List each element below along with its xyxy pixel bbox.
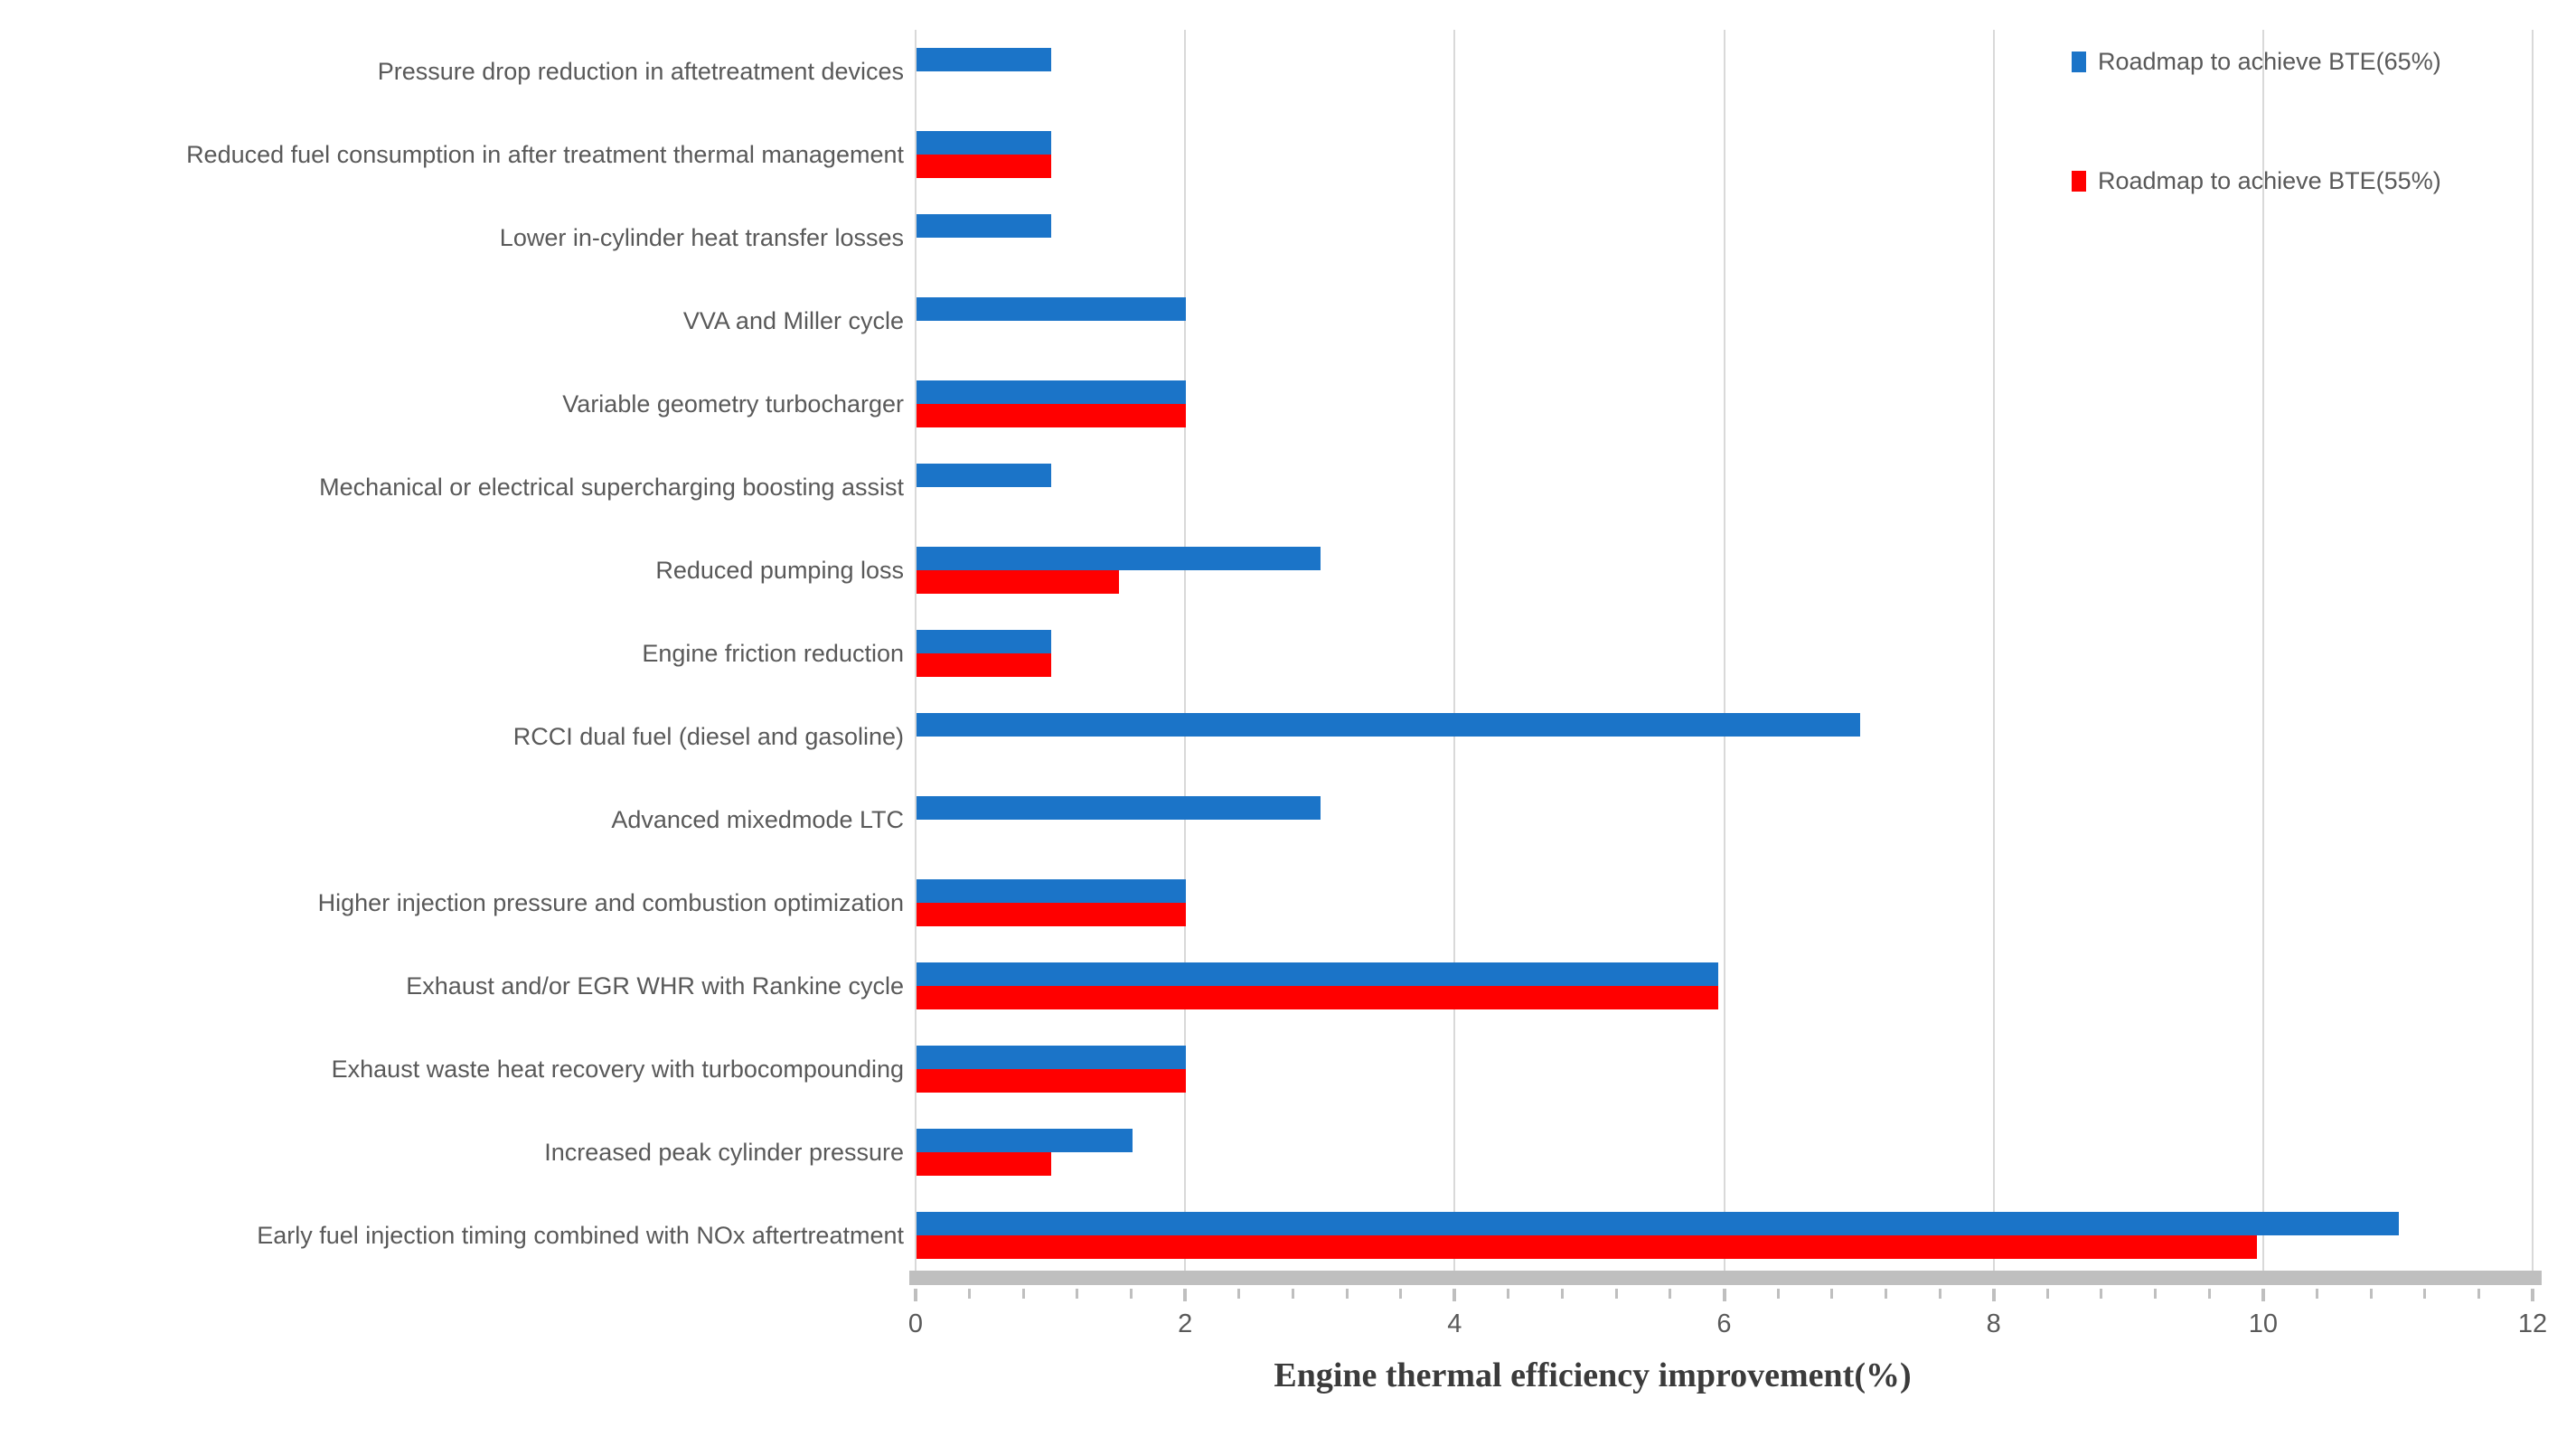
x-axis-minor-tick: [968, 1289, 972, 1299]
x-axis-minor-tick: [1830, 1289, 1834, 1299]
x-axis-major-tick: [914, 1289, 917, 1301]
bar-series-0: [917, 297, 1187, 321]
bar-series-0: [917, 547, 1321, 570]
x-axis-minor-tick: [1507, 1289, 1510, 1299]
x-axis-minor-tick: [1884, 1289, 1887, 1299]
x-axis-minor-tick: [1076, 1289, 1079, 1299]
x-axis-major-tick: [1453, 1289, 1457, 1301]
x-axis-minor-tick: [2100, 1289, 2103, 1299]
x-axis-minor-tick: [1776, 1289, 1780, 1299]
x-axis-minor-tick: [1130, 1289, 1133, 1299]
category-label: RCCI dual fuel (diesel and gasoline): [512, 723, 904, 750]
y-axis-line: [915, 30, 917, 1271]
bar-series-1: [917, 903, 1187, 926]
x-axis-major-tick: [1183, 1289, 1188, 1301]
gridline-x-2: [1184, 30, 1187, 1271]
bar-series-0: [917, 879, 1187, 903]
gridline-x-10: [2261, 30, 2264, 1271]
bar-series-1: [917, 1235, 2258, 1259]
category-label: Reduced fuel consumption in after treatm…: [186, 141, 904, 168]
x-axis-major-tick: [1722, 1289, 1726, 1301]
x-axis-title: Engine thermal efficiency improvement(%): [1274, 1356, 1912, 1394]
bar-series-0: [917, 796, 1321, 820]
x-axis-minor-tick: [1614, 1289, 1618, 1299]
category-label: Variable geometry turbocharger: [562, 390, 904, 418]
bar-series-1: [917, 986, 1719, 1009]
bar-series-0: [917, 1212, 2399, 1235]
gridline-x-4: [1453, 30, 1456, 1271]
legend-item-bte65: Roadmap to achieve BTE(65%): [2072, 47, 2441, 76]
x-axis-minor-tick: [2477, 1289, 2480, 1299]
category-label: Mechanical or electrical supercharging b…: [319, 474, 904, 501]
x-axis-minor-tick: [1399, 1289, 1403, 1299]
x-axis-minor-tick: [1938, 1289, 1941, 1299]
x-axis-minor-tick: [2045, 1289, 2049, 1299]
x-axis-minor-tick: [2423, 1289, 2427, 1299]
category-label: Reduced pumping loss: [655, 557, 904, 584]
legend-label-bte65: Roadmap to achieve BTE(65%): [2098, 47, 2441, 75]
x-axis-minor-tick: [1021, 1289, 1025, 1299]
bar-series-1: [917, 653, 1052, 677]
x-axis-minor-tick: [2154, 1289, 2158, 1299]
bar-series-0: [917, 48, 1052, 71]
category-label: Advanced mixedmode LTC: [611, 806, 904, 833]
x-axis-major-tick: [1991, 1289, 1996, 1301]
legend-label-bte55: Roadmap to achieve BTE(55%): [2098, 166, 2441, 194]
bar-series-0: [917, 464, 1052, 487]
x-axis-tick-label: 12: [2517, 1309, 2548, 1338]
category-label: Exhaust and/or EGR WHR with Rankine cycl…: [406, 972, 904, 1000]
bar-series-0: [917, 1046, 1187, 1069]
category-label: Increased peak cylinder pressure: [544, 1139, 904, 1166]
category-label: Lower in-cylinder heat transfer losses: [499, 224, 904, 251]
bar-series-0: [917, 1129, 1133, 1152]
bar-series-1: [917, 404, 1187, 427]
bar-series-0: [917, 131, 1052, 155]
x-axis-minor-tick: [1669, 1289, 1672, 1299]
bar-series-1: [917, 1152, 1052, 1176]
category-label: Pressure drop reduction in aftetreatment…: [377, 58, 904, 85]
plot-area: [915, 30, 2534, 1277]
x-axis-minor-tick: [1345, 1289, 1349, 1299]
x-axis-tick-label: 10: [2248, 1309, 2278, 1338]
gridline-x-12: [2532, 30, 2534, 1271]
legend-item-bte55: Roadmap to achieve BTE(55%): [2072, 166, 2441, 195]
gridline-x-8: [1992, 30, 1995, 1271]
x-axis-minor-tick: [2315, 1289, 2318, 1299]
bar-series-0: [917, 713, 1860, 737]
x-axis-minor-tick: [1237, 1289, 1241, 1299]
category-label: Engine friction reduction: [642, 640, 904, 667]
legend-swatch-bte55-icon: [2072, 170, 2086, 192]
x-axis-minor-tick: [1561, 1289, 1565, 1299]
x-axis-major-tick: [2261, 1289, 2265, 1301]
x-axis-major-tick: [2531, 1289, 2534, 1301]
category-label: Exhaust waste heat recovery with turboco…: [331, 1056, 904, 1083]
x-axis-minor-tick: [2207, 1289, 2211, 1299]
category-label: Higher injection pressure and combustion…: [317, 889, 904, 916]
bar-series-0: [917, 630, 1052, 653]
legend-swatch-bte65-icon: [2072, 51, 2086, 72]
bar-series-1: [917, 1069, 1187, 1093]
bar-series-0: [917, 962, 1719, 986]
x-axis-minor-tick: [1291, 1289, 1294, 1299]
bar-series-0: [917, 214, 1052, 238]
x-axis-line: [909, 1271, 2542, 1285]
bar-series-1: [917, 570, 1119, 594]
bar-series-0: [917, 380, 1187, 404]
category-label: Early fuel injection timing combined wit…: [257, 1222, 904, 1249]
x-axis-tick-label: 0: [907, 1309, 924, 1338]
x-axis-minor-tick: [2369, 1289, 2373, 1299]
x-axis-tick-label: 8: [1986, 1309, 2001, 1338]
x-axis-tick-label: 6: [1716, 1309, 1732, 1338]
x-axis-tick-label: 2: [1178, 1309, 1193, 1338]
gridline-x-6: [1723, 30, 1725, 1271]
x-axis-tick-label: 4: [1447, 1309, 1462, 1338]
bar-series-1: [917, 155, 1052, 178]
category-label: VVA and Miller cycle: [682, 307, 904, 334]
